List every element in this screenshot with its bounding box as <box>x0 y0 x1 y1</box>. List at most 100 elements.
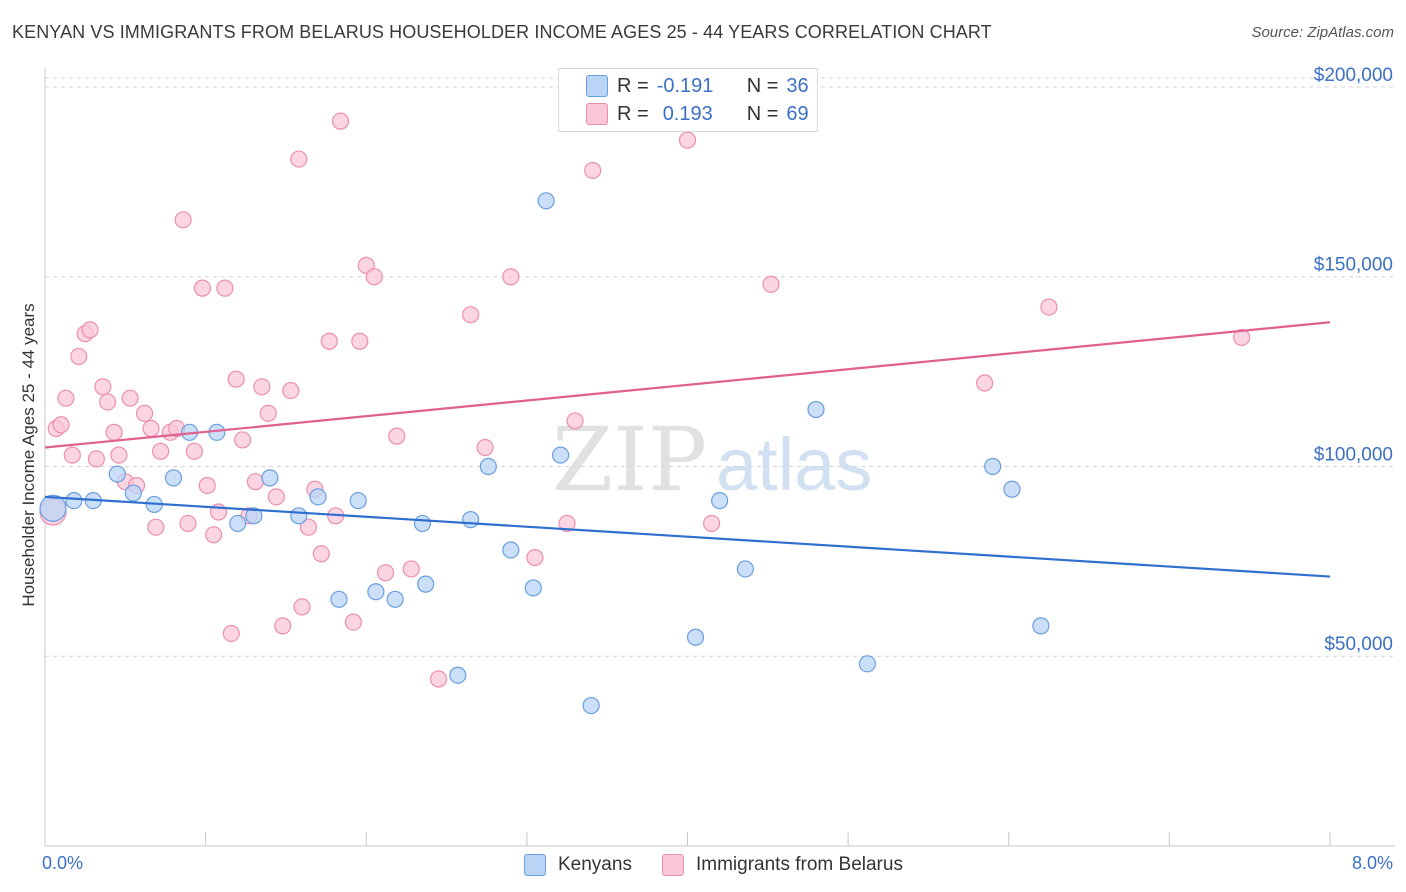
belarus-trend-line <box>44 321 1331 449</box>
kenyans-point <box>711 492 729 510</box>
r-value: 0.193 <box>662 102 713 125</box>
kenyans-point <box>124 484 142 502</box>
belarus-point <box>290 150 308 168</box>
legend-row-kenyans: R = -0.191 N = 36 <box>586 73 809 99</box>
source-label: Source: ZipAtlas.com <box>1251 24 1394 41</box>
belarus-point <box>174 211 192 229</box>
kenyans-swatch <box>524 854 546 876</box>
belarus-point <box>1040 298 1058 316</box>
belarus-point <box>179 514 197 533</box>
x-tick-label: 0.0% <box>42 853 83 873</box>
belarus-point <box>205 526 223 544</box>
n-value: 36 <box>786 74 809 97</box>
belarus-point <box>312 545 330 563</box>
belarus-point <box>429 670 448 688</box>
kenyans-point <box>65 492 83 510</box>
y-tick-label: $150,000 <box>1314 255 1393 276</box>
belarus-point <box>976 374 994 392</box>
belarus-point <box>351 332 369 350</box>
zipatlas-watermark: ZIP atlas <box>552 408 872 511</box>
kenyans-point <box>290 507 308 525</box>
kenyans-point <box>164 469 183 487</box>
chart-title: KENYAN VS IMMIGRANTS FROM BELARUS HOUSEH… <box>12 22 992 42</box>
kenyans-point <box>39 494 67 522</box>
kenyans-point <box>108 465 126 483</box>
y-axis-label: Householder Income Ages 25 - 44 years <box>19 303 38 606</box>
belarus-point <box>63 446 81 464</box>
belarus-point <box>87 450 106 468</box>
belarus-point <box>152 442 170 460</box>
kenyans-point <box>245 507 263 525</box>
belarus-point <box>198 476 216 495</box>
belarus-point <box>558 514 576 533</box>
kenyans-point <box>1032 617 1050 635</box>
kenyans-trend-line <box>44 495 1331 578</box>
belarus-point <box>193 279 212 297</box>
kenyans-point <box>261 469 279 487</box>
belarus-point <box>299 518 318 536</box>
belarus-point <box>274 617 292 635</box>
axes <box>44 68 1395 847</box>
belarus-point <box>388 427 406 445</box>
belarus-point <box>227 370 245 388</box>
legend-row-belarus: R = 0.193 N = 69 <box>586 101 809 127</box>
kenyans-point <box>330 590 348 608</box>
belarus-point <box>502 268 520 286</box>
belarus-point <box>52 416 70 434</box>
kenyans-point <box>537 192 555 210</box>
kenyans-point <box>984 457 1002 476</box>
belarus-point <box>365 268 383 286</box>
belarus-point <box>216 279 234 297</box>
belarus-point <box>70 347 88 366</box>
n-value: 69 <box>786 102 809 125</box>
trend-lines <box>44 321 1331 578</box>
belarus-point <box>267 488 285 506</box>
kenyans-point <box>386 590 404 608</box>
belarus-swatch <box>662 854 684 876</box>
belarus-point <box>476 438 494 457</box>
kenyans-point <box>417 575 435 593</box>
belarus-point <box>259 404 277 422</box>
kenyans-point <box>413 514 432 533</box>
belarus-point <box>57 389 75 407</box>
kenyans-point <box>807 400 825 419</box>
belarus-point <box>566 412 584 430</box>
belarus-point <box>1233 328 1251 347</box>
y-tick-labels: $50,000 $100,000 $150,000 $200,000 <box>1314 65 1393 655</box>
belarus-point <box>246 473 265 491</box>
r-label: R = <box>617 102 649 125</box>
series-kenyans-points <box>39 192 1050 715</box>
kenyans-point <box>552 446 570 464</box>
kenyans-point <box>229 514 247 533</box>
belarus-point <box>344 613 362 631</box>
kenyans-point <box>449 666 467 684</box>
watermark-atlas: atlas <box>716 423 872 506</box>
belarus-point <box>110 446 128 464</box>
legend-item-belarus: Immigrants from Belarus <box>662 852 903 878</box>
x-axis-ticks <box>44 832 1331 846</box>
belarus-point <box>142 419 160 438</box>
belarus-point <box>81 321 99 339</box>
n-label: N = <box>746 102 779 125</box>
belarus-point <box>233 431 252 449</box>
kenyans-point <box>309 488 327 506</box>
belarus-point <box>320 332 338 350</box>
belarus-point <box>462 306 480 324</box>
y-tick-label: $100,000 <box>1314 444 1393 465</box>
x-tick-label: 8.0% <box>1352 853 1393 873</box>
kenyans-swatch <box>586 75 608 97</box>
kenyans-point <box>736 560 754 578</box>
kenyans-point <box>582 696 600 715</box>
kenyans-point <box>502 541 520 559</box>
legend-label: Immigrants from Belarus <box>696 854 903 875</box>
kenyans-point <box>349 492 367 510</box>
belarus-point <box>526 548 544 567</box>
kenyans-point <box>462 511 480 529</box>
belarus-point <box>293 598 311 616</box>
n-label: N = <box>746 74 779 97</box>
belarus-point <box>584 161 602 180</box>
kenyans-point <box>686 628 705 646</box>
belarus-point <box>376 564 395 582</box>
belarus-point <box>222 624 240 643</box>
